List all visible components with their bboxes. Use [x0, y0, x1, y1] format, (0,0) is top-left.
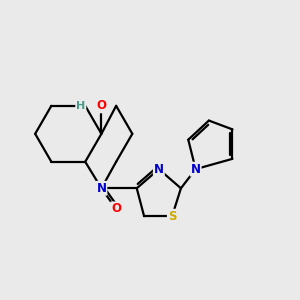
Text: N: N — [190, 163, 201, 176]
Text: H: H — [76, 101, 86, 111]
Text: O: O — [111, 202, 121, 215]
Text: N: N — [154, 163, 164, 176]
Text: O: O — [96, 99, 106, 112]
Text: N: N — [96, 182, 106, 195]
Text: S: S — [168, 210, 176, 223]
